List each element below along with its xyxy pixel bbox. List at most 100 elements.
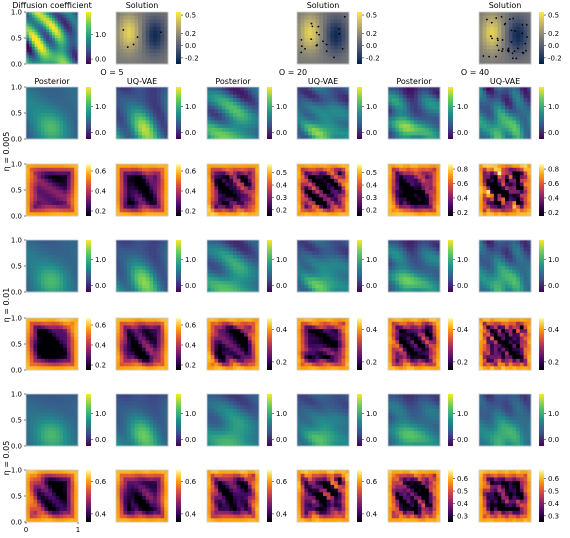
colorbar (539, 240, 544, 292)
y-tick-label: 0.0 (11, 136, 22, 144)
std-panel: 0.4 0.6 (115, 469, 197, 523)
colorbar-tick-label: 0.6 (185, 168, 197, 176)
colorbar-tick-label: 1.0 (457, 256, 468, 264)
std-panel: 0.2 0.4 0.6 0.8 (387, 163, 469, 217)
sensor-point (521, 51, 524, 54)
colorbar-tick-label: 1.0 (95, 256, 106, 264)
colorbar (448, 470, 453, 522)
colorbar-tick-label: 0.6 (548, 475, 560, 483)
colorbar-tick-label: 0.0 (185, 42, 196, 50)
colorbar-tick-label: 1.0 (366, 256, 377, 264)
colorbar-tick-label: 0.6 (95, 478, 107, 486)
colorbar (176, 318, 181, 370)
colorbar-tick-label: 1.0 (95, 410, 106, 418)
colorbar (176, 470, 181, 522)
sensor-point (490, 35, 492, 38)
sensor-point (521, 32, 524, 35)
colorbar-tick-label: 0.8 (457, 166, 468, 174)
mean-panel: 0.0 1.0 (296, 393, 377, 447)
mean-panel: 0.0 1.0 (296, 239, 377, 293)
colorbar-tick-label: 0.4 (185, 342, 197, 350)
colorbar (267, 318, 272, 370)
colorbar-tick-label: 0.0 (276, 282, 287, 290)
colorbar-tick-label: 1.0 (185, 410, 196, 418)
colorbar (539, 318, 544, 370)
colorbar-tick-label: -0.2 (548, 54, 562, 62)
colorbar-tick-label: 0.4 (95, 342, 107, 350)
colorbar-tick-label: 0.0 (276, 436, 287, 444)
heatmap-frame (387, 163, 441, 217)
colorbar-tick-label: 0.2 (457, 358, 468, 366)
colorbar (357, 240, 362, 292)
heatmap-frame (115, 11, 169, 65)
colorbar-tick-label: 0.0 (95, 129, 106, 137)
colorbar (357, 470, 362, 522)
colorbar-tick-label: 1.0 (548, 256, 559, 264)
colorbar (267, 240, 272, 292)
mean-panel: 0.0 1.0 (478, 393, 559, 447)
std-panel: 0.2 0.3 0.4 0.5 (296, 163, 378, 217)
y-tick-label: 1.0 (11, 391, 22, 399)
sensor-point (512, 17, 515, 20)
sensor-point (497, 49, 500, 52)
colorbar (539, 12, 544, 64)
colorbar-tick-label: 0.2 (276, 358, 287, 366)
colorbar (86, 12, 91, 64)
colorbar (448, 318, 453, 370)
mean-panel: 0.0 1.0 (478, 239, 559, 293)
colorbar-tick-label: 0.2 (366, 358, 377, 366)
sensor-point (491, 37, 493, 40)
heatmap-frame (296, 317, 350, 371)
colorbar-tick-label: 1.0 (95, 103, 106, 111)
sensor-point (510, 41, 513, 43)
colorbar-tick-label: 0.4 (457, 326, 469, 334)
colorbar (86, 240, 91, 292)
colorbar (357, 164, 362, 216)
y-tick-label: 0.5 (11, 35, 22, 43)
mean-panel: 0.0 1.0 0.0 0.5 1.0 (11, 391, 106, 451)
noise-level-label: η = 0.01 (2, 288, 11, 323)
colorbar-tick-label: 1.0 (457, 410, 468, 418)
column-title: UQ-VAE (490, 77, 520, 86)
colorbar-tick-label: 0.5 (366, 169, 377, 177)
sensor-point (511, 57, 514, 60)
sensor-point (122, 29, 125, 31)
sensor-point (310, 22, 313, 25)
heatmap-frame (478, 317, 532, 371)
colorbar (176, 164, 181, 216)
sensor-point (524, 42, 527, 45)
sensor-point (317, 25, 320, 28)
std-panel: 0.2 0.4 (296, 317, 378, 371)
colorbar-tick-label: 0.2 (276, 206, 287, 214)
sensor-point (300, 45, 303, 48)
colorbar-tick-label: 1.0 (185, 256, 196, 264)
colorbar-tick-label: 0.6 (366, 478, 378, 486)
colorbar-tick-label: 0.0 (95, 56, 106, 64)
colorbar-tick-label: 0.4 (185, 188, 197, 196)
heatmap-frame (206, 317, 260, 371)
colorbar-tick-label: 0.2 (457, 209, 468, 217)
heatmap-frame (478, 86, 532, 140)
sensor-point (521, 24, 524, 26)
std-panel: 0.2 0.4 0.6 0.0 0.5 1.0 (11, 161, 107, 221)
colorbar (267, 394, 272, 446)
colorbar-tick-label: 0.4 (95, 188, 107, 196)
colorbar-tick-label: 0.2 (548, 358, 559, 366)
heatmap-frame (387, 239, 441, 293)
mean-panel: 0.0 1.0 (206, 239, 287, 293)
colorbar-tick-label: 0.5 (457, 488, 468, 496)
sensor-point (338, 28, 340, 31)
sensor-point (132, 43, 135, 46)
sensor-point (495, 17, 498, 19)
colorbar-tick-label: 0.2 (185, 30, 196, 38)
colorbar-tick-label: 1.0 (185, 103, 196, 111)
colorbar-tick-label: 0.5 (548, 488, 559, 496)
sensor-point (501, 50, 504, 53)
sensor-point (509, 18, 511, 21)
sensor-point (490, 21, 493, 24)
heatmap-frame (296, 469, 350, 523)
colorbar (176, 240, 181, 292)
colorbar-tick-label: 0.2 (548, 30, 559, 38)
mean-panel: 0.0 1.0 (206, 393, 287, 447)
